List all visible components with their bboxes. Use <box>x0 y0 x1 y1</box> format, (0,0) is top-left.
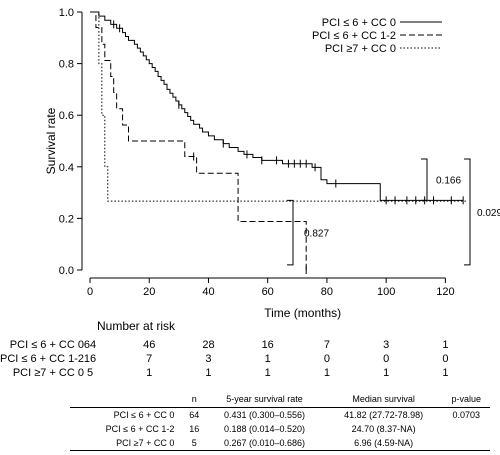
summary-row: PCI ≤ 6 + CC 1-2 16 0.188 (0.014–0.520) 24.… <box>70 422 490 436</box>
chart-axes: 0 20 40 60 80 100 120 0.0 0.2 0.4 0.6 0.8 1.0 Time (m… <box>44 7 455 320</box>
km-series-2 <box>90 11 307 274</box>
risk-row-label: PCI ≤ 6 + CC 1-2 <box>0 353 84 365</box>
x-tick-label: 80 <box>321 286 333 298</box>
km-chart: 0 20 40 60 80 100 120 0.0 0.2 0.4 0.6 0.8 1.0 Time (m… <box>44 7 500 320</box>
summary-cell: PCI ≤ 6 + CC 1-2 <box>105 424 175 434</box>
risk-count: 28 <box>202 339 215 351</box>
km-series-1 <box>90 11 464 205</box>
risk-count: 3 <box>383 339 390 351</box>
risk-count: 7 <box>146 353 153 365</box>
summary-cell: 0.188 (0.014–0.520) <box>223 424 306 434</box>
summary-cell: 0.0703 <box>452 410 480 420</box>
summary-table-header: n 5-year survival rate Median survival p-va… <box>70 393 490 408</box>
summary-row: PCI ≤ 6 + CC 0 64 0.431 (0.300–0.556) 41.82… <box>70 408 490 423</box>
summary-row: PCI ≥7 + CC 0 5 0.267 (0.010–0.686) 6.96 (4… <box>70 436 490 451</box>
km-curve-2 <box>90 11 307 270</box>
chart-annotations: 0.166 0.029 0.827 <box>287 158 500 266</box>
summary-cell: 5 <box>184 436 205 451</box>
y-tick-label: 0.2 <box>59 213 74 225</box>
p-bracket <box>287 199 294 266</box>
y-tick-label: 0.8 <box>59 59 74 71</box>
x-tick-label: 100 <box>377 286 395 298</box>
y-axis-title: Survival rate <box>44 107 58 174</box>
summary-header-cell: p-value <box>442 393 490 408</box>
risk-count: 1 <box>323 367 330 379</box>
summary-cell: PCI ≤ 6 + CC 0 <box>113 410 175 420</box>
legend-label-2: PCI ≤ 6 + CC 1-2 <box>312 30 396 42</box>
y-tick-label: 0.6 <box>59 110 74 122</box>
summary-header-cell: Median survival <box>324 393 443 408</box>
risk-count: 64 <box>83 339 97 351</box>
risk-count: 1 <box>383 367 390 379</box>
y-tick-label: 1.0 <box>59 7 74 19</box>
legend-label-1: PCI ≤ 6 + CC 0 <box>322 17 396 29</box>
risk-count: 46 <box>143 339 156 351</box>
risk-count: 1 <box>442 367 449 379</box>
summary-table: n 5-year survival rate Median survival p-va… <box>70 393 490 451</box>
km-series-3 <box>90 11 467 202</box>
risk-row-label: PCI ≤ 6 + CC 0 <box>9 339 84 351</box>
risk-count: 0 <box>442 353 449 365</box>
risk-count: 1 <box>146 367 153 379</box>
y-tick-label: 0.0 <box>59 265 74 277</box>
summary-cell <box>442 422 490 436</box>
risk-count: 1 <box>264 367 271 379</box>
x-tick-label: 60 <box>262 286 274 298</box>
y-tick-label: 0.4 <box>59 162 74 174</box>
summary-cell: 0.267 (0.010–0.686) <box>204 436 325 451</box>
p-bracket <box>464 158 471 266</box>
risk-row: PCI ≤ 6 + CC 1-2 16 7 3 1 0 0 0 <box>0 353 500 366</box>
risk-count: 3 <box>205 353 212 365</box>
legend-label-3: PCI ≥7 + CC 0 <box>325 43 396 55</box>
summary-cell <box>442 436 490 451</box>
risk-table-title: Number at risk <box>97 319 176 333</box>
risk-count: 1 <box>264 353 271 365</box>
p-value-label: 0.029 <box>477 208 500 219</box>
chart-series <box>90 11 467 274</box>
p-value-label: 0.166 <box>436 176 461 187</box>
risk-count: 16 <box>83 353 97 365</box>
x-tick-label: 40 <box>202 286 214 298</box>
summary-cell: PCI ≥7 + CC 0 <box>70 436 185 451</box>
summary-header-cell: 5-year survival rate <box>204 393 325 408</box>
risk-count: 1 <box>442 339 449 351</box>
summary-cell: 6.96 (4.59-NA) <box>324 436 443 451</box>
risk-count: 0 <box>383 353 390 365</box>
risk-count: 7 <box>323 339 330 351</box>
risk-row-label: PCI ≥7 + CC 0 <box>12 367 84 379</box>
km-curve-3 <box>90 11 467 202</box>
summary-cell: 16 <box>189 424 200 434</box>
x-tick-label: 20 <box>143 286 155 298</box>
risk-count: 0 <box>323 353 330 365</box>
summary-header-cell: n <box>184 393 205 408</box>
summary-cell: 24.70 (8.37-NA) <box>351 424 416 434</box>
p-value-label: 0.827 <box>304 229 329 240</box>
summary-cell: 41.82 (27.72-78.98) <box>344 410 424 420</box>
summary-header-cell <box>70 393 185 408</box>
summary-cell: 0.431 (0.300–0.556) <box>223 410 306 420</box>
x-axis-title: Time (months) <box>264 306 341 320</box>
risk-row: PCI ≤ 6 + CC 0 64 46 28 16 7 3 1 <box>0 339 500 352</box>
km-curve-1 <box>90 11 464 201</box>
x-tick-label: 0 <box>87 286 93 298</box>
p-bracket <box>421 158 428 201</box>
risk-count: 1 <box>205 367 212 379</box>
risk-count: 5 <box>86 367 94 379</box>
x-tick-label: 120 <box>436 286 454 298</box>
summary-cell: 64 <box>189 410 200 420</box>
risk-count: 16 <box>261 339 274 351</box>
